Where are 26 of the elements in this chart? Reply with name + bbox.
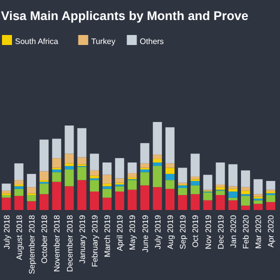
x-tick-label: December 2018 xyxy=(65,214,74,272)
x-tick-label: May 2019 xyxy=(128,214,138,250)
x-tick-label: Apr 2020 xyxy=(266,214,276,248)
legend-label: Others xyxy=(140,37,164,46)
x-tick-label: September 2018 xyxy=(27,214,36,274)
legend-label: Turkey xyxy=(91,37,116,46)
x-tick-label: November 2018 xyxy=(52,214,62,272)
x-tick-label: Oct 2019 xyxy=(191,214,200,248)
x-tick-label: April 2019 xyxy=(116,214,125,252)
x-tick-label: Aug 2019 xyxy=(166,214,175,250)
x-tick-label: Sep 2019 xyxy=(178,214,188,250)
chart-title: Visa Main Applicants by Month and Prove xyxy=(1,9,248,23)
x-tick-label: July 2018 xyxy=(2,214,12,250)
x-tick-label: January 2019 xyxy=(78,214,87,264)
x-tick-label: July 2019 xyxy=(153,214,162,250)
x-tick-label: Feb 2020 xyxy=(242,214,251,249)
x-tick-label: February 2019 xyxy=(90,214,100,268)
legend-label: South Africa xyxy=(15,37,59,46)
x-tick-label: March 2019 xyxy=(103,214,112,258)
x-tick-label: Dec 2019 xyxy=(216,214,226,250)
x-tick-label: Mar 2020 xyxy=(254,214,264,249)
x-tick-label: Jan 2020 xyxy=(228,214,238,248)
x-tick-label: June 2019 xyxy=(140,214,150,252)
x-tick-label: October 2018 xyxy=(40,214,50,264)
x-tick-label: Nov 2019 xyxy=(204,214,213,250)
x-tick-label: August 2018 xyxy=(14,214,24,260)
